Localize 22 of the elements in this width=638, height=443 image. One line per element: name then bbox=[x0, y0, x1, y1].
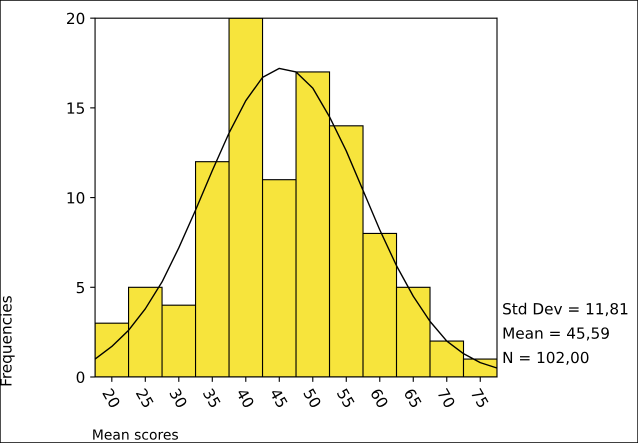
text: N = 102,00 bbox=[504, 352, 588, 365]
x-tick-label: 20 bbox=[102, 388, 121, 409]
x-tick-label: 75 bbox=[470, 388, 489, 408]
x-tick-label: 40 bbox=[236, 387, 255, 409]
y-tick-label: 15 bbox=[68, 102, 84, 114]
x-tick-label: 70 bbox=[437, 388, 456, 409]
y-tick-label: 5 bbox=[76, 282, 84, 294]
text: Std Dev = 11,81 bbox=[503, 302, 628, 316]
y-tick-label: 10 bbox=[68, 192, 84, 204]
x-tick-label: 35 bbox=[202, 388, 222, 408]
x-tick-label: 50 bbox=[303, 388, 322, 409]
y-tick-label: 20 bbox=[67, 12, 84, 24]
x-tick-label: 25 bbox=[136, 388, 154, 408]
x-tick-label: 55 bbox=[336, 388, 355, 408]
y-tick-label: 0 bbox=[76, 371, 84, 384]
x-tick-label: 30 bbox=[169, 388, 188, 409]
x-tick-label: 45 bbox=[269, 388, 288, 408]
x-axis-title: Mean scores bbox=[93, 429, 178, 440]
x-tick-label: 60 bbox=[370, 388, 389, 409]
text: Mean = 45,59 bbox=[504, 327, 609, 340]
y-axis-title: Frequencies bbox=[0, 296, 15, 386]
x-tick-label: 65 bbox=[404, 388, 422, 408]
